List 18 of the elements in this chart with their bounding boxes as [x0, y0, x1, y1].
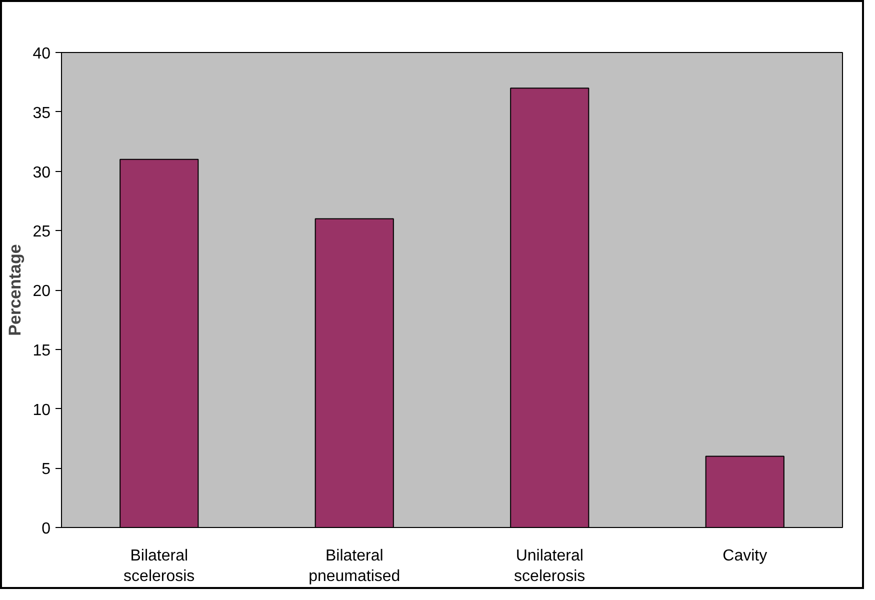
bar: [510, 88, 590, 528]
y-tick-label: 10: [32, 402, 51, 419]
y-tick-label: 25: [32, 224, 51, 241]
x-tick-label: Unilateral scelerosis: [514, 548, 586, 585]
y-tick-label: 0: [42, 520, 51, 538]
bar: [705, 456, 784, 528]
y-tick-label: 40: [32, 46, 51, 62]
y-tick-label: 30: [32, 164, 51, 182]
bar: [314, 218, 394, 528]
y-tick-label: 20: [32, 283, 51, 300]
y-tick-label: 5: [42, 461, 51, 478]
y-tick-label: 35: [32, 104, 51, 122]
y-axis-title: Percentage: [6, 244, 25, 336]
x-tick-label: Bilateral pneumatised: [308, 548, 400, 585]
x-tick-label: Bilateral scelerosis: [124, 548, 195, 585]
bar: [120, 158, 199, 528]
x-tick-label: Cavity: [722, 548, 768, 564]
y-tick-label: 15: [32, 342, 51, 360]
